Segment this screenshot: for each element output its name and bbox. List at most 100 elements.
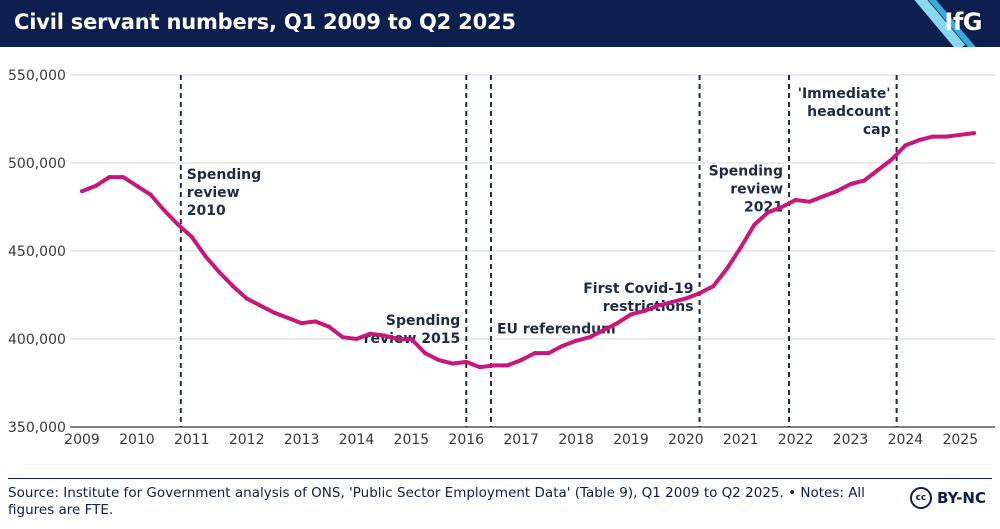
x-tick-label: 2021 [723, 432, 759, 448]
data-point [189, 234, 194, 239]
data-point [354, 337, 359, 341]
data-point [340, 335, 345, 340]
annotation-label: review [730, 181, 783, 197]
data-point [546, 351, 551, 356]
data-point [244, 296, 249, 301]
x-tick-label: 2017 [503, 432, 539, 448]
x-tick-label: 2016 [448, 432, 484, 448]
data-point [217, 270, 222, 275]
data-point [697, 291, 702, 296]
license-text: BY-NC [936, 489, 986, 507]
data-point [807, 199, 812, 204]
data-point [313, 319, 318, 324]
data-point [889, 157, 894, 162]
chart-title: Civil servant numbers, Q1 2009 to Q2 202… [14, 10, 516, 34]
annotation-label: Spending [709, 163, 783, 179]
header-bar: Civil servant numbers, Q1 2009 to Q2 202… [0, 0, 1000, 47]
data-point [958, 132, 963, 137]
data-point [560, 344, 565, 349]
data-point [203, 254, 208, 259]
license-badge: cc BY-NC [909, 487, 986, 509]
data-point [642, 308, 647, 313]
data-point [821, 194, 826, 199]
data-point [505, 363, 510, 368]
source-note: Source: Institute for Government analysi… [8, 485, 865, 518]
x-tick-label: 2015 [394, 432, 430, 448]
x-tick-label: 2010 [119, 432, 155, 448]
series-line [80, 131, 976, 370]
data-point [930, 134, 935, 139]
data-point [285, 315, 290, 320]
data-point [862, 178, 867, 183]
data-point [683, 296, 688, 301]
annotation-label: Spending [187, 167, 261, 183]
x-tick-label: 2012 [229, 432, 265, 448]
x-tick-label: 2022 [778, 432, 814, 448]
annotation-label: headcount [807, 104, 891, 120]
data-point [327, 324, 332, 329]
data-point [972, 131, 977, 136]
x-tick-label: 2013 [284, 432, 320, 448]
data-point [121, 175, 126, 180]
data-point [299, 321, 304, 326]
x-tick-label: 2024 [888, 432, 924, 448]
y-tick-label: 400,000 [8, 332, 66, 348]
data-point [711, 284, 716, 289]
y-tick-label: 350,000 [8, 420, 66, 436]
data-point [848, 182, 853, 187]
footer-divider [8, 478, 992, 479]
data-point [944, 134, 949, 139]
annotation-label: review [187, 185, 240, 201]
data-point [80, 189, 84, 194]
annotation-label: cap [863, 122, 891, 138]
x-tick-label: 2020 [668, 432, 704, 448]
data-point [615, 321, 620, 326]
x-tick-label: 2009 [64, 432, 100, 448]
data-point [272, 310, 277, 315]
data-point [875, 168, 880, 173]
data-point [395, 337, 400, 341]
data-point [917, 138, 922, 143]
x-tick-label: 2011 [174, 432, 210, 448]
data-point [656, 303, 661, 308]
data-point [834, 189, 839, 194]
annotation-label: First Covid-19 [583, 281, 693, 297]
data-point [258, 303, 263, 308]
data-point [519, 358, 524, 363]
data-point [409, 337, 414, 341]
data-point [628, 312, 633, 317]
data-point [93, 183, 98, 188]
annotation-label: 'Immediate' [798, 86, 891, 102]
data-point [903, 143, 908, 148]
line-chart: 350,000 400,000 450,000 500,000 550,000 2009 2… [8, 68, 995, 448]
data-point [779, 205, 784, 209]
data-point [450, 361, 455, 366]
data-point [738, 245, 743, 250]
data-point [477, 365, 482, 370]
y-tick-label: 450,000 [8, 244, 66, 260]
data-point [176, 222, 181, 227]
data-point [107, 175, 112, 180]
data-point [436, 358, 441, 363]
data-point [148, 192, 153, 197]
data-point [423, 351, 428, 356]
x-tick-label: 2019 [613, 432, 649, 448]
data-point [532, 351, 537, 356]
annotation-label: 2010 [187, 203, 226, 219]
data-point [587, 335, 592, 340]
annotation-label: Spending [386, 313, 460, 329]
annotation-label: EU referendum [497, 322, 616, 338]
creative-commons-icon: cc [909, 487, 932, 509]
data-point [162, 208, 167, 213]
x-tick-label: 2018 [558, 432, 594, 448]
data-point [230, 284, 235, 289]
data-point [601, 328, 606, 333]
data-point [134, 183, 139, 188]
data-point [752, 222, 757, 227]
data-point [670, 300, 675, 305]
data-point [766, 210, 771, 215]
ifg-logo: IfG [944, 8, 982, 36]
data-point [464, 359, 469, 364]
data-point [725, 266, 729, 271]
x-tick-label: 2014 [339, 432, 375, 448]
